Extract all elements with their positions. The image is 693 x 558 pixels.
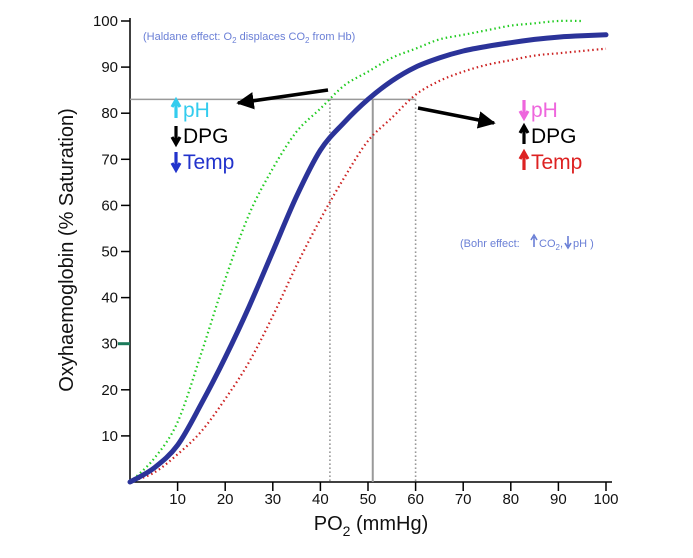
- up-arrow-icon: [170, 96, 182, 118]
- haldane-annotation: (Haldane effect: O2 displaces CO2 from H…: [143, 31, 355, 45]
- bohr-ph: pH ): [573, 238, 594, 250]
- right-pointer-arrow: [417, 106, 496, 129]
- left-pointer-arrow: [236, 88, 329, 110]
- x-tick-label: 50: [360, 491, 377, 508]
- x-axis-title: PO2 (mmHg): [314, 513, 428, 539]
- factor-label: DPG: [183, 125, 229, 148]
- x-tick-label: 90: [550, 491, 567, 508]
- bohr-co2: CO2,: [539, 238, 563, 252]
- y-tick-label: 60: [101, 197, 118, 214]
- x-tick-label: 20: [217, 491, 234, 508]
- bohr-annotation: (Bohr effect: CO2, pH ): [460, 233, 594, 252]
- factor-label: DPG: [531, 125, 577, 148]
- y-tick-label: 40: [101, 290, 118, 307]
- curves: [127, 19, 609, 485]
- bohr-prefix: (Bohr effect:: [460, 238, 520, 250]
- y-tick-label: 90: [101, 59, 118, 76]
- x-tick-label: 100: [593, 491, 618, 508]
- factor-label: Temp: [531, 151, 582, 174]
- right-shift-factors: pH DPG Temp: [518, 99, 582, 174]
- down-arrow-icon: [170, 152, 182, 174]
- left-shift-factors: pH DPG Temp: [170, 96, 234, 174]
- x-tick-label: 30: [264, 491, 281, 508]
- y-tick-label: 100: [93, 13, 118, 30]
- curve-normal: [127, 32, 609, 485]
- x-tick-label: 70: [455, 491, 472, 508]
- y-tick-label: 80: [101, 105, 118, 122]
- up-arrow-icon: [530, 233, 538, 247]
- y-tick-label: 70: [101, 151, 118, 168]
- x-tick-label: 40: [312, 491, 329, 508]
- x-ticks: 10 20 30 40 50 60 70 80 90 100: [169, 482, 619, 508]
- down-arrow-icon: [564, 236, 572, 250]
- y-axis-title: Oxyhaemoglobin (% Saturation): [56, 108, 78, 391]
- x-tick-label: 60: [407, 491, 424, 508]
- y-tick-label: 30: [101, 336, 118, 353]
- x-tick-label: 10: [169, 491, 186, 508]
- curve-right-shift: [129, 47, 607, 484]
- factor-label: Temp: [183, 151, 234, 174]
- x-tick-label: 80: [502, 491, 519, 508]
- down-arrow-icon: [170, 126, 182, 148]
- y-ticks: 10 20 30 40 50 60 70 80 90 100: [93, 13, 130, 445]
- factor-label: pH: [531, 99, 558, 122]
- up-arrow-icon: [518, 148, 530, 170]
- down-arrow-icon: [518, 100, 530, 122]
- y-tick-label: 10: [101, 428, 118, 445]
- y-tick-label: 50: [101, 244, 118, 261]
- up-arrow-icon: [518, 122, 530, 144]
- reference-lines: [130, 98, 417, 482]
- y-tick-label: 20: [101, 382, 118, 399]
- factor-label: pH: [183, 99, 210, 122]
